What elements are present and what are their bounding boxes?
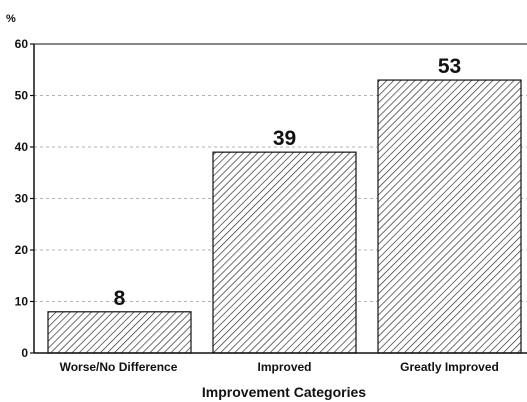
y-tick-label: 0 — [21, 346, 28, 360]
y-tick-label: 10 — [15, 295, 29, 309]
data-labels: 8 39 53 — [114, 55, 462, 310]
x-category-label: Worse/No Difference — [60, 360, 178, 374]
y-tick-label: 50 — [15, 89, 29, 103]
bar — [212, 151, 357, 354]
bar-value-label: 39 — [273, 127, 296, 150]
y-tick-label: 60 — [15, 37, 29, 51]
bars — [47, 79, 522, 354]
bar — [377, 79, 522, 354]
x-category-label: Greatly Improved — [400, 360, 499, 374]
bar-value-label: 53 — [438, 55, 461, 78]
bar-value-label: 8 — [114, 287, 126, 310]
x-axis-title: Improvement Categories — [202, 384, 366, 400]
x-category-label: Improved — [257, 360, 311, 374]
bar — [47, 311, 192, 354]
x-axis-category-labels: Worse/No Difference Improved Greatly Impro… — [60, 360, 499, 374]
y-axis-unit-label: % — [6, 13, 16, 25]
y-tick-label: 30 — [15, 192, 29, 206]
y-tick-label: 40 — [15, 140, 29, 154]
y-tick-label: 20 — [15, 243, 29, 257]
y-axis-ticks: 0 10 20 30 40 50 60 — [15, 37, 34, 360]
